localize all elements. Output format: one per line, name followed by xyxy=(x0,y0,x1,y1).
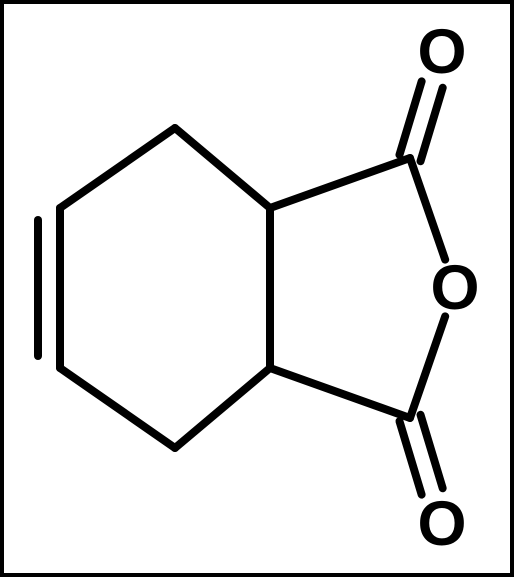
atom-label-O_ring: O xyxy=(430,253,479,323)
bond xyxy=(175,128,270,208)
bond-layer xyxy=(38,81,445,494)
bond xyxy=(410,158,445,260)
bond xyxy=(175,368,270,448)
bond xyxy=(270,158,410,208)
atom-label-layer: O O O xyxy=(417,17,479,559)
atom-label-O_top: O xyxy=(417,17,466,87)
bond xyxy=(60,368,175,448)
bond xyxy=(60,128,175,208)
bond xyxy=(421,88,443,161)
bond xyxy=(421,415,443,488)
structure-svg: O O O xyxy=(0,0,514,577)
bond xyxy=(399,81,421,154)
bond xyxy=(399,421,421,494)
bond xyxy=(270,368,410,418)
bond xyxy=(410,316,445,418)
atom-label-O_bot: O xyxy=(417,489,466,559)
